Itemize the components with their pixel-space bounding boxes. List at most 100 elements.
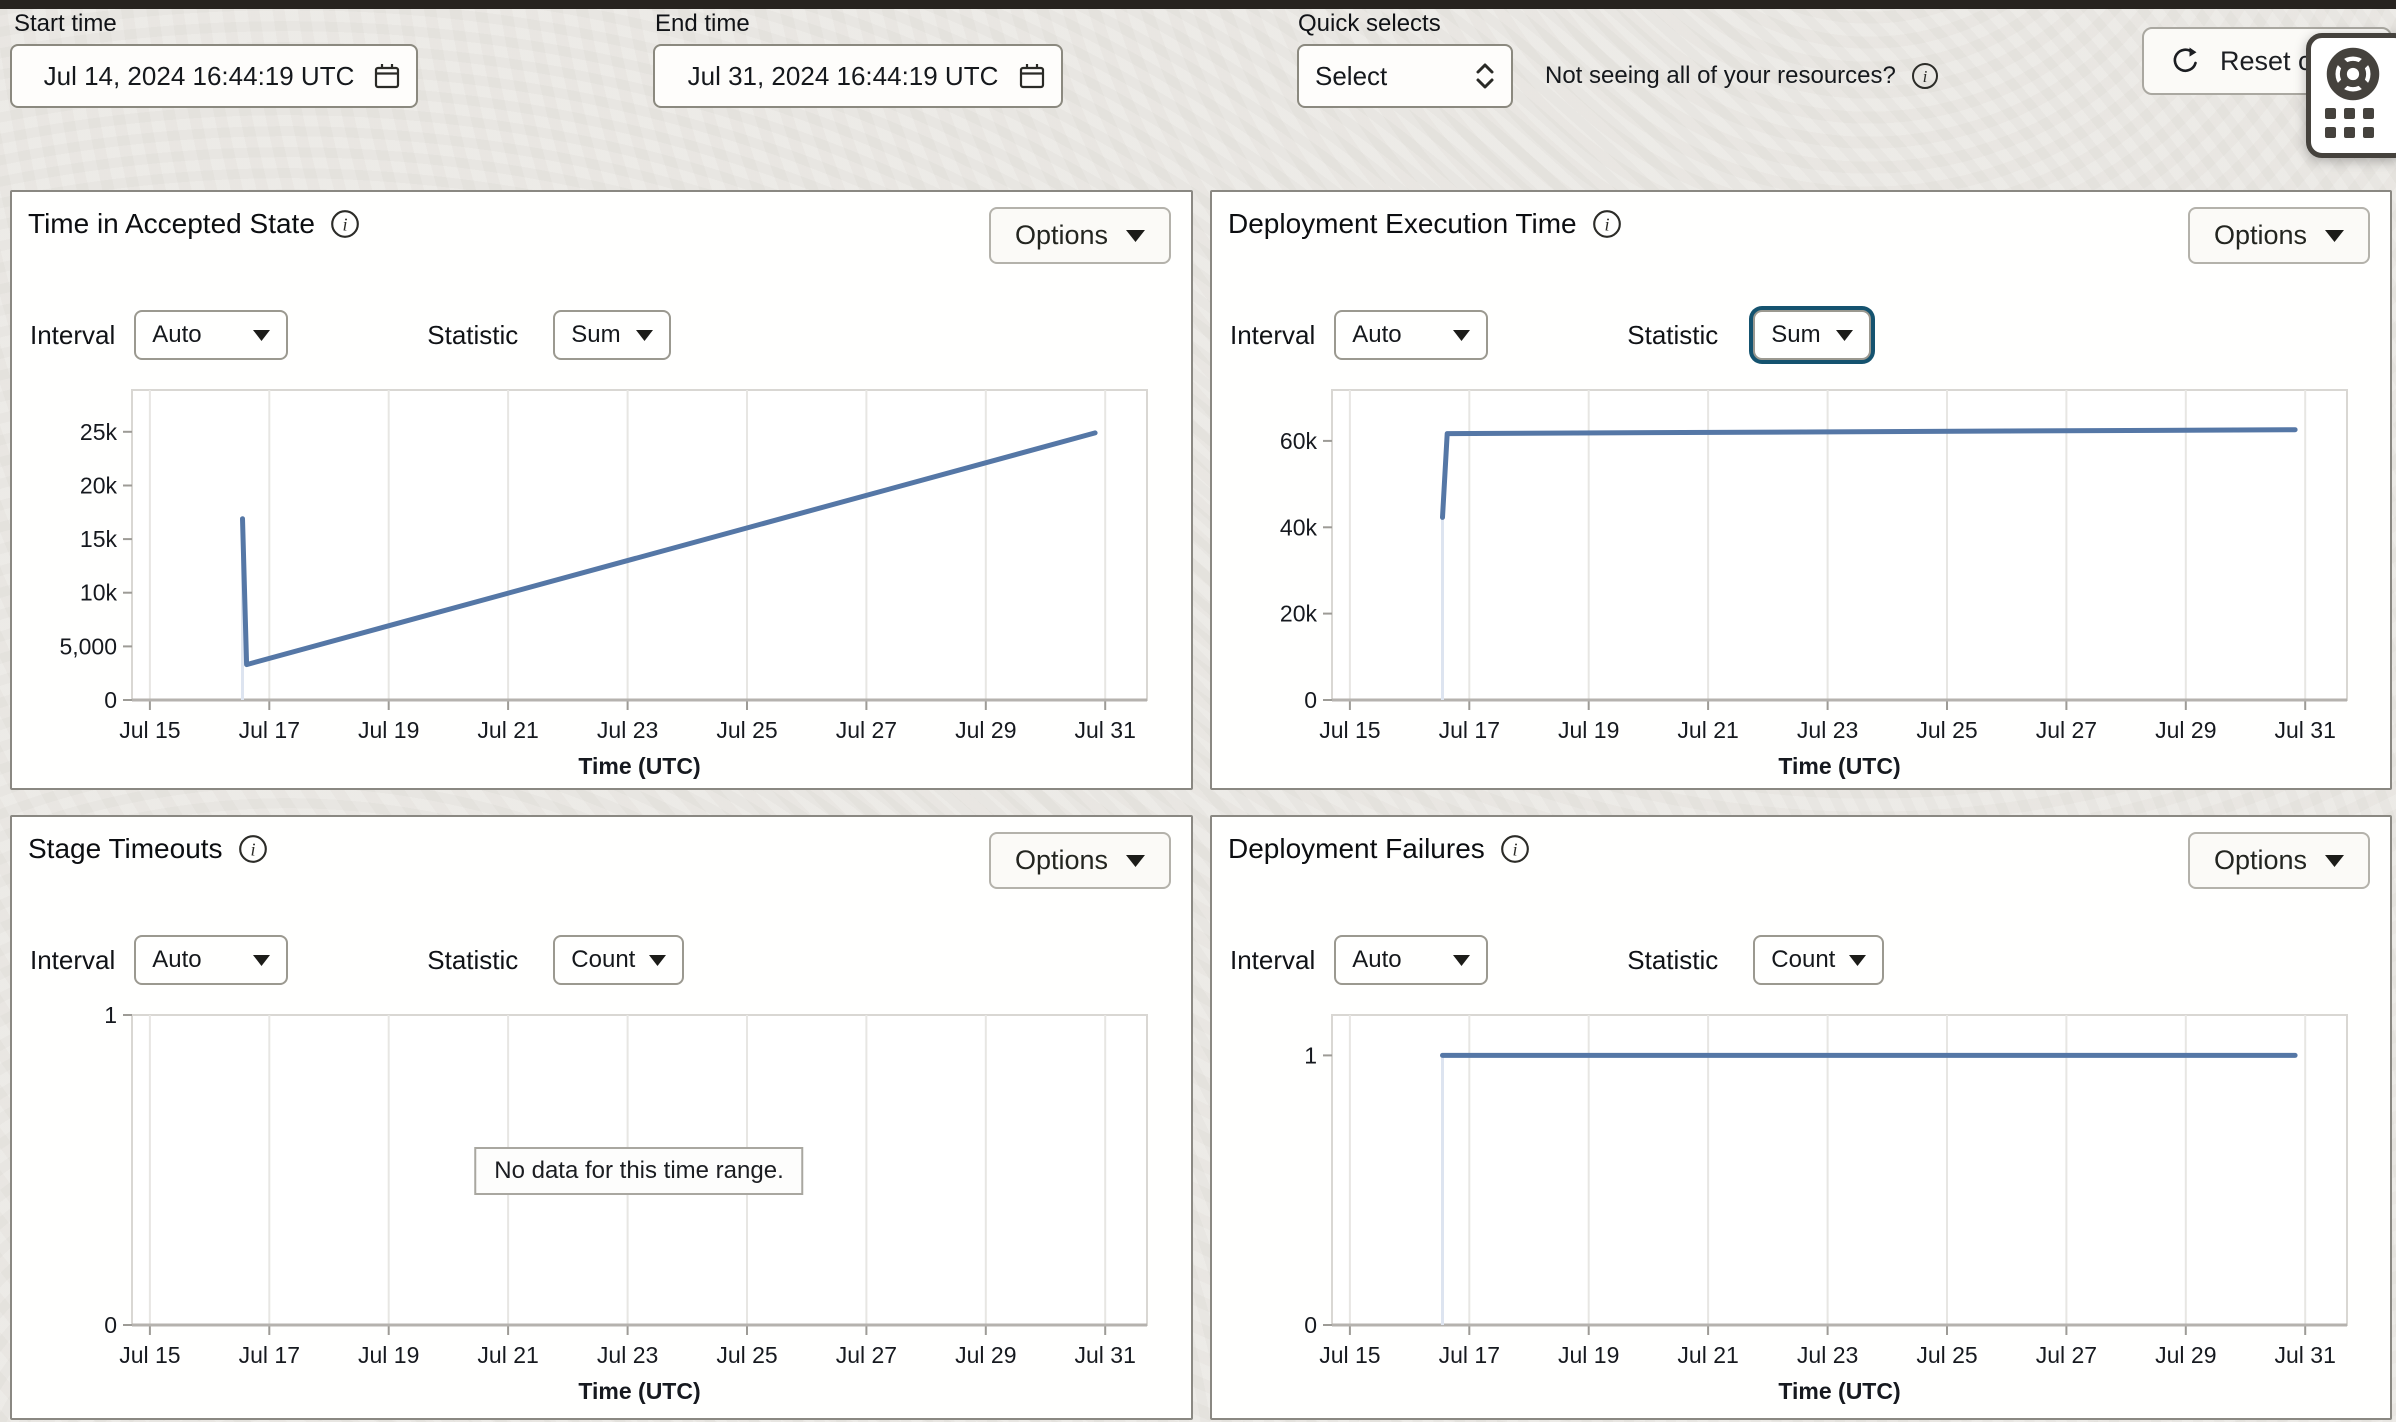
end-time-value: Jul 31, 2024 16:44:19 UTC — [687, 60, 999, 91]
svg-text:60k: 60k — [1280, 428, 1318, 454]
svg-text:Jul 29: Jul 29 — [2155, 717, 2216, 743]
calendar-icon[interactable] — [372, 61, 402, 91]
svg-text:Jul 29: Jul 29 — [955, 717, 1016, 743]
statistic-label: Statistic — [427, 944, 519, 975]
interval-value: Auto — [1352, 946, 1402, 973]
chevron-down-icon — [253, 329, 271, 341]
interval-label: Interval — [1230, 944, 1316, 975]
statistic-value: Sum — [1771, 321, 1821, 348]
svg-text:Jul 31: Jul 31 — [2275, 717, 2336, 743]
updown-chevrons-icon — [1475, 61, 1495, 91]
statistic-label: Statistic — [427, 319, 519, 350]
info-icon[interactable]: i — [1499, 833, 1531, 865]
options-button[interactable]: Options — [988, 207, 1171, 264]
window-top-edge — [0, 0, 2396, 9]
options-label: Options — [1014, 220, 1108, 250]
interval-select[interactable]: Auto — [1334, 310, 1489, 360]
statistic-value: Count — [571, 946, 636, 973]
chevron-down-icon — [2325, 229, 2344, 242]
statistic-select[interactable]: Sum — [553, 310, 672, 360]
options-button[interactable]: Options — [2187, 832, 2370, 889]
options-button[interactable]: Options — [988, 832, 1171, 889]
end-time-input[interactable]: Jul 31, 2024 16:44:19 UTC — [653, 44, 1063, 108]
options-button[interactable]: Options — [2187, 207, 2370, 264]
svg-text:Jul 17: Jul 17 — [1439, 717, 1500, 743]
svg-text:Jul 27: Jul 27 — [836, 717, 897, 743]
statistic-label: Statistic — [1627, 944, 1719, 975]
floating-helper-widget[interactable] — [2306, 33, 2396, 158]
svg-text:Jul 21: Jul 21 — [477, 1342, 538, 1368]
resources-hint-text: Not seeing all of your resources? — [1545, 62, 1896, 89]
chevron-down-icon — [1453, 329, 1471, 341]
start-time-label: Start time — [14, 10, 117, 37]
info-icon[interactable]: i — [237, 833, 269, 865]
interval-select[interactable]: Auto — [1334, 935, 1489, 985]
calendar-icon[interactable] — [1017, 61, 1047, 91]
life-ring-icon[interactable] — [2325, 46, 2381, 102]
statistic-select[interactable]: Count — [553, 935, 685, 985]
interval-select[interactable]: Auto — [134, 935, 289, 985]
chevron-down-icon — [1836, 329, 1854, 341]
svg-text:Jul 25: Jul 25 — [1916, 717, 1977, 743]
svg-text:Jul 25: Jul 25 — [1916, 1342, 1977, 1368]
svg-text:20k: 20k — [80, 473, 118, 499]
quick-selects-select[interactable]: Select — [1297, 44, 1513, 108]
svg-text:Time (UTC): Time (UTC) — [1778, 753, 1900, 779]
svg-text:i: i — [342, 214, 347, 234]
interval-select[interactable]: Auto — [134, 310, 289, 360]
svg-text:Jul 29: Jul 29 — [2155, 1342, 2216, 1368]
statistic-select-focused[interactable]: Sum — [1753, 310, 1872, 360]
interval-label: Interval — [30, 944, 116, 975]
svg-text:Jul 27: Jul 27 — [836, 1342, 897, 1368]
statistic-label: Statistic — [1627, 319, 1719, 350]
svg-text:Jul 21: Jul 21 — [1677, 717, 1738, 743]
svg-text:40k: 40k — [1280, 514, 1318, 540]
chart-deployment-execution-time[interactable]: Jul 15 Jul 17 Jul 19 Jul 21 Jul 23 Jul 25 Jul … — [1212, 380, 2362, 792]
svg-text:25k: 25k — [80, 419, 118, 445]
svg-text:Time (UTC): Time (UTC) — [578, 753, 700, 779]
quick-selects-value: Select — [1315, 60, 1388, 91]
panel-deployment-failures: Deployment Failures i Options Interval A… — [1210, 815, 2392, 1420]
svg-text:Jul 17: Jul 17 — [239, 717, 300, 743]
chart-deployment-failures[interactable]: Jul 15 Jul 17 Jul 19 Jul 21 Jul 23 Jul 25 Jul … — [1212, 1005, 2362, 1417]
start-time-input[interactable]: Jul 14, 2024 16:44:19 UTC — [10, 44, 418, 108]
svg-text:Jul 31: Jul 31 — [1075, 717, 1136, 743]
panel-title: Deployment Execution Time — [1228, 208, 1577, 239]
interval-label: Interval — [30, 319, 116, 350]
chart-stage-timeouts[interactable]: Jul 15 Jul 17 Jul 19 Jul 21 Jul 23 Jul 25 Jul … — [12, 1005, 1162, 1417]
svg-text:i: i — [1922, 67, 1927, 86]
svg-text:Jul 15: Jul 15 — [119, 717, 180, 743]
interval-value: Auto — [1352, 321, 1402, 348]
options-label: Options — [1014, 845, 1108, 875]
info-icon[interactable]: i — [1910, 61, 1940, 91]
statistic-value: Count — [1771, 946, 1836, 973]
svg-text:i: i — [1512, 839, 1517, 859]
svg-text:Jul 17: Jul 17 — [239, 1342, 300, 1368]
svg-text:0: 0 — [104, 1312, 117, 1338]
svg-text:Jul 19: Jul 19 — [1558, 1342, 1619, 1368]
panel-time-in-accepted-state: Time in Accepted State i Options Interva… — [10, 190, 1193, 790]
svg-text:20k: 20k — [1280, 601, 1318, 627]
statistic-select[interactable]: Count — [1753, 935, 1885, 985]
svg-text:Jul 21: Jul 21 — [1677, 1342, 1738, 1368]
reset-charts-label: Reset c — [2220, 45, 2312, 76]
chevron-down-icon — [1849, 954, 1867, 966]
svg-text:Jul 23: Jul 23 — [1797, 1342, 1858, 1368]
info-icon[interactable]: i — [1591, 208, 1623, 240]
svg-text:Jul 15: Jul 15 — [1319, 1342, 1380, 1368]
svg-text:Jul 23: Jul 23 — [597, 1342, 658, 1368]
statistic-value: Sum — [571, 321, 621, 348]
chevron-down-icon — [649, 954, 667, 966]
refresh-icon — [2168, 43, 2204, 79]
svg-text:Jul 17: Jul 17 — [1439, 1342, 1500, 1368]
start-time-value: Jul 14, 2024 16:44:19 UTC — [43, 60, 355, 91]
chart-time-in-accepted-state[interactable]: Jul 15 Jul 17 Jul 19 Jul 21 Jul 23 Jul 25 Jul … — [12, 380, 1162, 792]
info-icon[interactable]: i — [329, 208, 361, 240]
svg-text:1: 1 — [104, 1005, 117, 1028]
svg-text:Jul 19: Jul 19 — [1558, 717, 1619, 743]
svg-text:i: i — [250, 839, 255, 859]
svg-text:Time (UTC): Time (UTC) — [578, 1378, 700, 1404]
svg-text:0: 0 — [104, 687, 117, 713]
grid-dots-icon[interactable] — [2325, 108, 2374, 138]
svg-text:0: 0 — [1304, 1312, 1317, 1338]
